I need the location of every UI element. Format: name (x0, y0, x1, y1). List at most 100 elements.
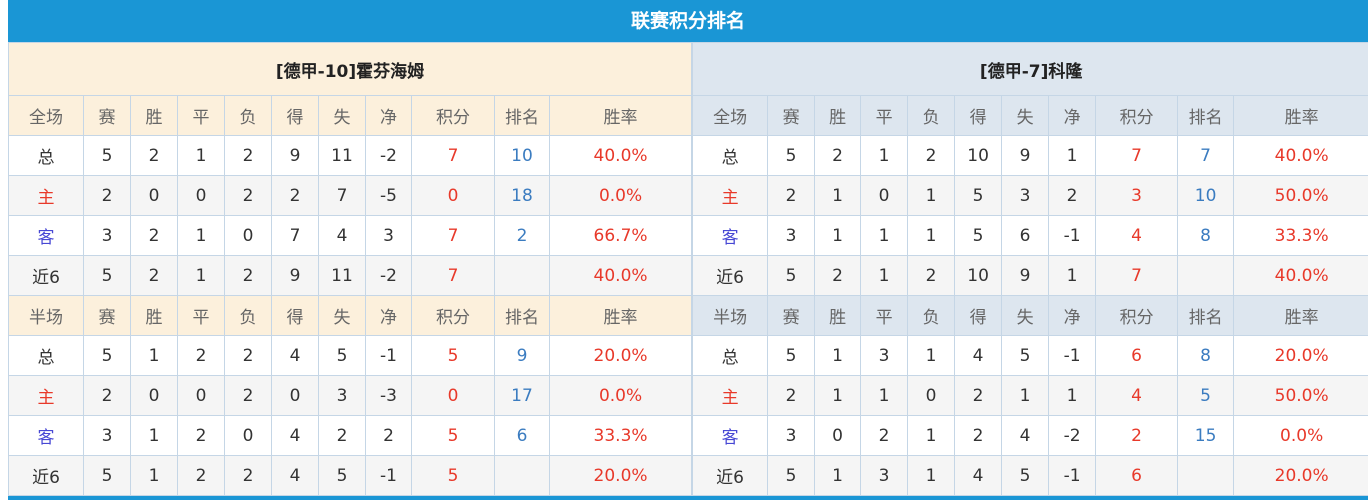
half-header-row: 半场赛胜平负得失净积分 排名 胜率 (692, 295, 1368, 336)
column-header-rank: 排名 (494, 95, 550, 136)
cell-row-label: 主 (692, 175, 769, 216)
cell-lost: 0 (224, 415, 272, 456)
cell-points: 0 (411, 175, 495, 216)
column-header-lost: 负 (224, 95, 272, 136)
column-header-played: 赛 (83, 95, 131, 136)
cell-goals-for: 10 (954, 135, 1003, 176)
cell-won: 1 (814, 335, 862, 376)
cell-lost: 0 (907, 375, 956, 416)
cell-drawn: 2 (177, 335, 225, 376)
cell-drawn: 0 (177, 175, 225, 216)
cell-goals-against: 3 (1001, 175, 1050, 216)
cell-points: 6 (1095, 335, 1179, 376)
cell-lost: 2 (224, 255, 272, 296)
cell-row-label: 主 (8, 175, 84, 216)
cell-rank (494, 255, 550, 296)
column-header-goals-against: 失 (318, 295, 366, 336)
cell-win-rate: 40.0% (548, 255, 693, 296)
column-header-goals-against: 失 (1001, 95, 1050, 136)
cell-won: 1 (130, 415, 178, 456)
cell-played: 5 (767, 455, 816, 496)
cell-drawn: 1 (177, 135, 225, 176)
table-row: 近6 5 1 2 2 4 5 -1 5 20.0% (8, 455, 693, 496)
cell-played: 3 (767, 215, 816, 256)
cell-lost: 2 (224, 375, 272, 416)
cell-won: 0 (130, 375, 178, 416)
cell-points: 5 (411, 335, 495, 376)
cell-win-rate: 20.0% (548, 455, 693, 496)
table-row: 近6 5 2 1 2 10 9 1 7 40.0% (692, 255, 1368, 296)
cell-points: 5 (411, 455, 495, 496)
cell-win-rate: 33.3% (548, 415, 693, 456)
cell-won: 1 (814, 455, 862, 496)
cell-played: 2 (767, 375, 816, 416)
cell-row-label: 近6 (8, 255, 84, 296)
cell-win-rate: 0.0% (1233, 415, 1368, 456)
cell-row-label: 客 (692, 415, 769, 456)
cell-played: 5 (767, 135, 816, 176)
cell-goals-for: 9 (271, 135, 319, 176)
cell-goals-against: 3 (318, 375, 366, 416)
cell-lost: 2 (224, 175, 272, 216)
cell-points: 7 (1095, 135, 1179, 176)
cell-played: 5 (83, 455, 131, 496)
cell-goal-diff: 1 (1048, 255, 1097, 296)
cell-row-label: 客 (692, 215, 769, 256)
cell-win-rate: 20.0% (1233, 335, 1368, 376)
cell-goals-against: 4 (1001, 415, 1050, 456)
cell-goal-diff: -1 (365, 455, 412, 496)
cell-lost: 0 (224, 215, 272, 256)
cell-win-rate: 50.0% (1233, 175, 1368, 216)
cell-lost: 1 (907, 455, 956, 496)
cell-goals-against: 5 (318, 335, 366, 376)
cell-win-rate: 0.0% (548, 375, 693, 416)
cell-won: 2 (130, 215, 178, 256)
cell-rank: 17 (494, 375, 550, 416)
cell-won: 2 (130, 135, 178, 176)
team-header-row: [德甲-10]霍芬海姆 (7, 42, 693, 96)
cell-row-label: 总 (8, 335, 84, 376)
cell-points: 7 (411, 135, 495, 176)
cell-rank: 10 (1177, 175, 1235, 216)
column-header-lost: 负 (224, 295, 272, 336)
column-header-points: 积分 (1095, 95, 1179, 136)
column-header-row-label: 半场 (692, 295, 769, 336)
cell-rank: 18 (494, 175, 550, 216)
home-team-table: [德甲-10]霍芬海姆 全场赛胜平负得失净积分 排名 胜率总 5 2 1 2 9 11 -2 7 10 4… (7, 42, 693, 496)
cell-goal-diff: 1 (1048, 135, 1097, 176)
column-header-win-rate: 胜率 (548, 295, 693, 336)
cell-row-label: 近6 (692, 255, 769, 296)
cell-win-rate: 40.0% (1233, 135, 1368, 176)
cell-won: 2 (130, 255, 178, 296)
cell-played: 2 (83, 175, 131, 216)
cell-rank: 10 (494, 135, 550, 176)
cell-played: 5 (83, 255, 131, 296)
cell-goals-for: 2 (954, 415, 1003, 456)
cell-rank: 9 (494, 335, 550, 376)
cell-won: 0 (130, 175, 178, 216)
half-header-row: 半场赛胜平负得失净积分 排名 胜率 (8, 295, 693, 336)
cell-points: 2 (1095, 415, 1179, 456)
cell-goal-diff: 1 (1048, 375, 1097, 416)
column-header-row-label: 半场 (8, 295, 84, 336)
table-row: 总 5 1 2 2 4 5 -1 5 9 20.0% (8, 335, 693, 376)
column-header-rank: 排名 (1177, 95, 1235, 136)
cell-goal-diff: -5 (365, 175, 412, 216)
cell-goal-diff: -2 (365, 255, 412, 296)
column-header-points: 积分 (411, 95, 495, 136)
cell-rank: 6 (494, 415, 550, 456)
cell-points: 0 (411, 375, 495, 416)
column-header-lost: 负 (907, 95, 956, 136)
table-row: 客 3 1 1 1 5 6 -1 4 8 33.3% (692, 215, 1368, 256)
cell-goals-against: 5 (1001, 335, 1050, 376)
cell-drawn: 2 (860, 415, 909, 456)
table-row: 近6 5 2 1 2 9 11 -2 7 40.0% (8, 255, 693, 296)
cell-won: 1 (130, 335, 178, 376)
column-header-rank: 排名 (1177, 295, 1235, 336)
column-header-goal-diff: 净 (1048, 295, 1097, 336)
team-header-row: [德甲-7]科隆 (692, 42, 1368, 96)
cell-win-rate: 20.0% (548, 335, 693, 376)
cell-rank: 2 (494, 215, 550, 256)
cell-played: 2 (767, 175, 816, 216)
cell-rank: 8 (1177, 335, 1235, 376)
